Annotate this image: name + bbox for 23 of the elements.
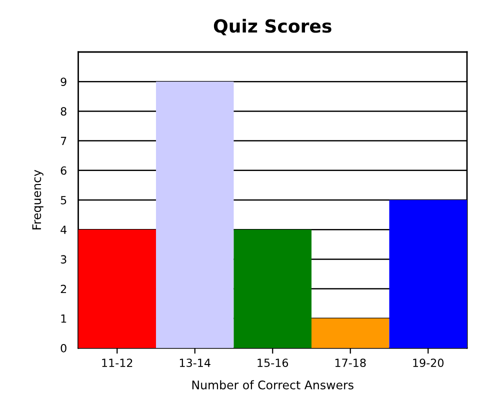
x-tick-label: 11-12 (102, 358, 132, 367)
y-tick-label: 6 (60, 166, 66, 175)
x-tick-label: 15-16 (258, 358, 288, 368)
y-tick-label: 3 (60, 255, 66, 264)
y-tick-label: 9 (60, 78, 66, 86)
y-tick-label: 1 (61, 314, 66, 323)
chart-title: Quiz Scores (214, 18, 332, 36)
y-tick-label: 4 (60, 226, 67, 234)
x-axis-title: Number of Correct Answers (192, 380, 354, 390)
x-tick-label: 17-18 (335, 358, 366, 368)
x-tick-label: 13-14 (180, 358, 210, 368)
y-axis-title: Frequency (32, 170, 44, 230)
y-tick-label: 2 (60, 284, 66, 294)
x-tick-label: 19-20 (413, 358, 444, 368)
y-tick-label: 0 (60, 344, 66, 352)
bar (156, 82, 234, 348)
bar (311, 318, 390, 348)
bar (78, 230, 156, 348)
y-tick-label: 7 (60, 136, 66, 146)
bar (389, 200, 467, 348)
bar (234, 230, 312, 348)
y-tick-label: 5 (60, 196, 66, 204)
y-tick-label: 8 (60, 107, 66, 116)
